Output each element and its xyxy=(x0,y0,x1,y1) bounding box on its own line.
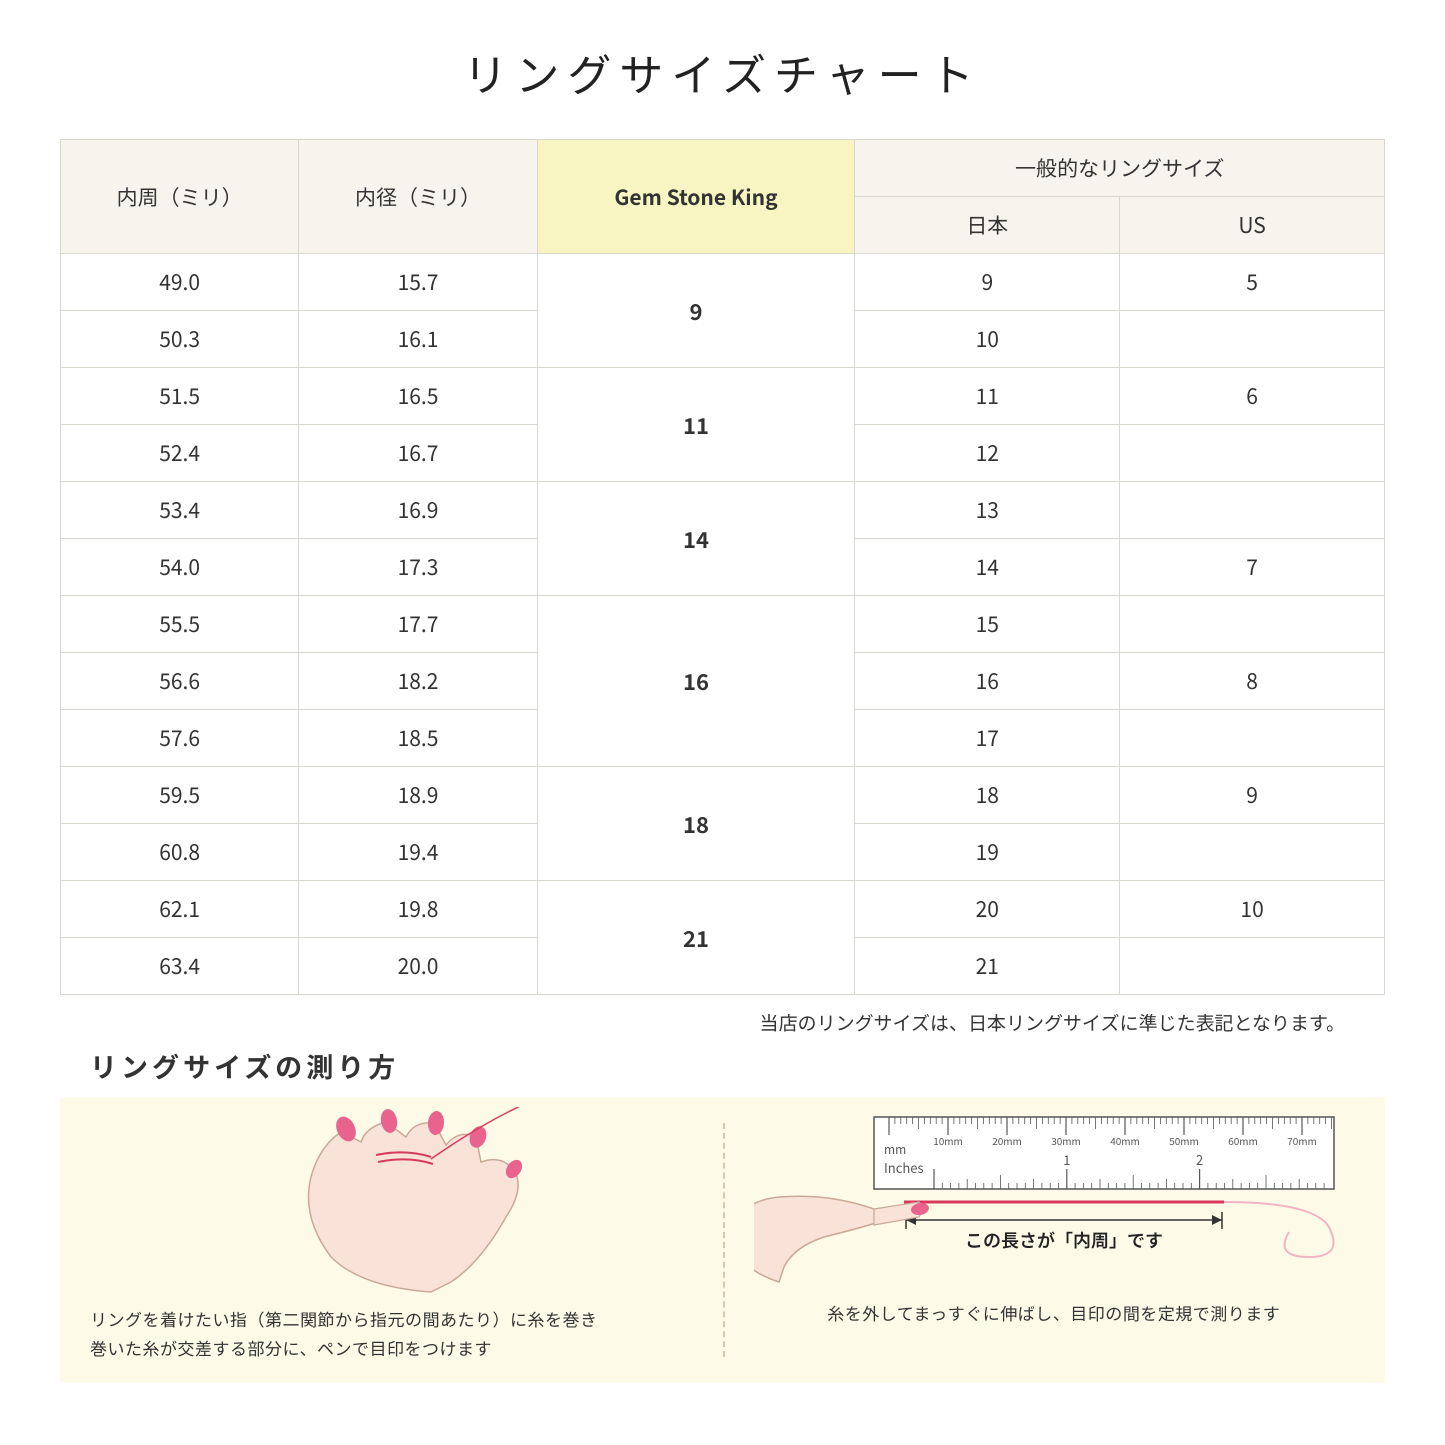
step-1-caption: リングを着けたい指（第二関節から指元の間あたり）に糸を巻き巻いた糸が交差する部分… xyxy=(90,1305,693,1363)
cell-circumference: 62.1 xyxy=(61,881,299,938)
svg-text:2: 2 xyxy=(1196,1150,1203,1169)
measure-panel: リングを着けたい指（第二関節から指元の間あたり）に糸を巻き巻いた糸が交差する部分… xyxy=(60,1097,1385,1383)
svg-text:30mm: 30mm xyxy=(1051,1133,1081,1148)
cell-circumference: 50.3 xyxy=(61,311,299,368)
cell-us: 9 xyxy=(1120,767,1385,824)
col-diameter: 内径（ミリ） xyxy=(299,140,537,254)
cell-us: 5 xyxy=(1120,254,1385,311)
cell-japan: 10 xyxy=(855,311,1120,368)
col-general-group: 一般的なリングサイズ xyxy=(855,140,1385,197)
cell-diameter: 16.5 xyxy=(299,368,537,425)
cell-diameter: 15.7 xyxy=(299,254,537,311)
cell-us xyxy=(1120,311,1385,368)
cell-us: 6 xyxy=(1120,368,1385,425)
cell-circumference: 60.8 xyxy=(61,824,299,881)
col-us: US xyxy=(1120,197,1385,254)
cell-circumference: 57.6 xyxy=(61,710,299,767)
svg-text:50mm: 50mm xyxy=(1169,1133,1199,1148)
col-circumference: 内周（ミリ） xyxy=(61,140,299,254)
measure-step-1: リングを着けたい指（第二関節から指元の間あたり）に糸を巻き巻いた糸が交差する部分… xyxy=(60,1097,723,1383)
table-row: 49.015.7995 xyxy=(61,254,1385,311)
circumference-arrow-label: この長さが「内周」です xyxy=(965,1227,1163,1253)
cell-diameter: 18.2 xyxy=(299,653,537,710)
cell-japan: 20 xyxy=(855,881,1120,938)
step-2-caption: 糸を外してまっすぐに伸ばし、目印の間を定規で測ります xyxy=(753,1299,1356,1328)
cell-us xyxy=(1120,824,1385,881)
cell-diameter: 17.3 xyxy=(299,539,537,596)
cell-circumference: 63.4 xyxy=(61,938,299,995)
table-row: 62.119.8212010 xyxy=(61,881,1385,938)
page-title: リングサイズチャート xyxy=(60,40,1385,104)
table-row: 59.518.918189 xyxy=(61,767,1385,824)
cell-us: 8 xyxy=(1120,653,1385,710)
cell-japan: 17 xyxy=(855,710,1120,767)
cell-diameter: 20.0 xyxy=(299,938,537,995)
cell-diameter: 16.1 xyxy=(299,311,537,368)
cell-japan: 9 xyxy=(855,254,1120,311)
svg-text:20mm: 20mm xyxy=(992,1133,1022,1148)
cell-diameter: 19.4 xyxy=(299,824,537,881)
cell-diameter: 18.9 xyxy=(299,767,537,824)
cell-circumference: 56.6 xyxy=(61,653,299,710)
cell-diameter: 16.9 xyxy=(299,482,537,539)
cell-circumference: 59.5 xyxy=(61,767,299,824)
cell-us xyxy=(1120,482,1385,539)
table-row: 53.416.91413 xyxy=(61,482,1385,539)
svg-text:40mm: 40mm xyxy=(1110,1133,1140,1148)
cell-japan: 11 xyxy=(855,368,1120,425)
cell-diameter: 18.5 xyxy=(299,710,537,767)
cell-diameter: 16.7 xyxy=(299,425,537,482)
cell-circumference: 55.5 xyxy=(61,596,299,653)
cell-japan: 21 xyxy=(855,938,1120,995)
svg-text:70mm: 70mm xyxy=(1287,1133,1317,1148)
cell-circumference: 51.5 xyxy=(61,368,299,425)
svg-text:60mm: 60mm xyxy=(1228,1133,1258,1148)
cell-japan: 18 xyxy=(855,767,1120,824)
cell-japan: 15 xyxy=(855,596,1120,653)
ruler-measuring-illustration: 10mm 20mm 30mm 40mm 50mm 60mm 70mm mm Inches 1… xyxy=(754,1107,1354,1287)
cell-japan: 16 xyxy=(855,653,1120,710)
cell-diameter: 19.8 xyxy=(299,881,537,938)
cell-us xyxy=(1120,425,1385,482)
cell-us xyxy=(1120,710,1385,767)
table-row: 51.516.511116 xyxy=(61,368,1385,425)
hand-wrapping-thread-illustration xyxy=(181,1107,601,1297)
col-gsk: Gem Stone King xyxy=(537,140,855,254)
cell-gsk: 21 xyxy=(537,881,855,995)
cell-circumference: 54.0 xyxy=(61,539,299,596)
cell-us xyxy=(1120,938,1385,995)
cell-circumference: 53.4 xyxy=(61,482,299,539)
col-japan: 日本 xyxy=(855,197,1120,254)
cell-us: 7 xyxy=(1120,539,1385,596)
cell-circumference: 52.4 xyxy=(61,425,299,482)
table-row: 55.517.71615 xyxy=(61,596,1385,653)
cell-japan: 12 xyxy=(855,425,1120,482)
cell-us xyxy=(1120,596,1385,653)
cell-gsk: 9 xyxy=(537,254,855,368)
cell-circumference: 49.0 xyxy=(61,254,299,311)
ruler-mm-unit: mm xyxy=(884,1141,906,1158)
cell-gsk: 18 xyxy=(537,767,855,881)
cell-us: 10 xyxy=(1120,881,1385,938)
measure-step-2: 10mm 20mm 30mm 40mm 50mm 60mm 70mm mm Inches 1… xyxy=(723,1097,1386,1383)
ring-size-table: 内周（ミリ） 内径（ミリ） Gem Stone King 一般的なリングサイズ … xyxy=(60,139,1385,995)
svg-text:1: 1 xyxy=(1063,1150,1070,1169)
svg-text:10mm: 10mm xyxy=(933,1133,963,1148)
cell-gsk: 16 xyxy=(537,596,855,767)
cell-gsk: 14 xyxy=(537,482,855,596)
cell-japan: 19 xyxy=(855,824,1120,881)
size-note: 当店のリングサイズは、日本リングサイズに準じた表記となります。 xyxy=(60,1009,1385,1036)
cell-diameter: 17.7 xyxy=(299,596,537,653)
measure-title: リングサイズの測り方 xyxy=(90,1046,1385,1085)
cell-japan: 14 xyxy=(855,539,1120,596)
ruler-inches-unit: Inches xyxy=(884,1158,924,1177)
cell-gsk: 11 xyxy=(537,368,855,482)
cell-japan: 13 xyxy=(855,482,1120,539)
